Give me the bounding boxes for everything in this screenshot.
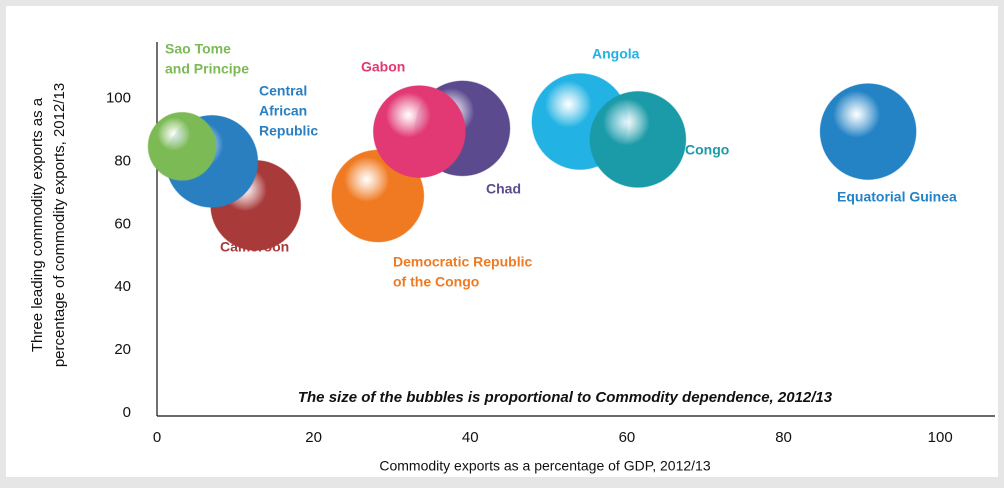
x-tick-label: 100 [928,429,953,446]
y-tick-label: 40 [114,278,131,295]
bubble-label: Central [259,83,307,99]
y-axis-title: percentage of commodity exports, 2012/13 [51,83,68,367]
bubble [819,83,917,181]
bubble-label: Gabon [361,59,405,75]
y-tick-label: 20 [114,341,131,358]
bubble-label: Congo [685,142,729,158]
y-tick-label: 100 [106,90,131,107]
x-tick-label: 60 [619,429,636,446]
y-tick-label: 60 [114,215,131,232]
bubble-label: of the Congo [393,274,479,290]
bubble [147,111,217,181]
bubble-label: Sao Tome [165,41,231,57]
bubble-label: Chad [486,181,521,197]
bubble-label: and Principe [165,61,249,77]
y-tick-label: 0 [123,404,131,421]
bubble [372,85,466,179]
x-axis-title: Commodity exports as a percentage of GDP… [379,458,710,474]
bubble-label: African [259,103,307,119]
x-tick-label: 40 [462,429,479,446]
bubble-label: Democratic Republic [393,254,532,270]
bubble [589,90,687,188]
chart-background [6,6,998,477]
bubble-label: Angola [592,46,640,62]
x-tick-label: 0 [153,429,161,446]
x-tick-label: 80 [775,429,792,446]
annotation: The size of the bubbles is proportional … [298,389,833,406]
bubble-label: Equatorial Guinea [837,189,957,205]
bubble-label: Republic [259,123,318,139]
y-axis-title: Three leading commodity exports as a [29,97,46,352]
y-tick-label: 80 [114,152,131,169]
x-tick-label: 20 [305,429,322,446]
bubble-label: Cameroon [220,239,289,255]
